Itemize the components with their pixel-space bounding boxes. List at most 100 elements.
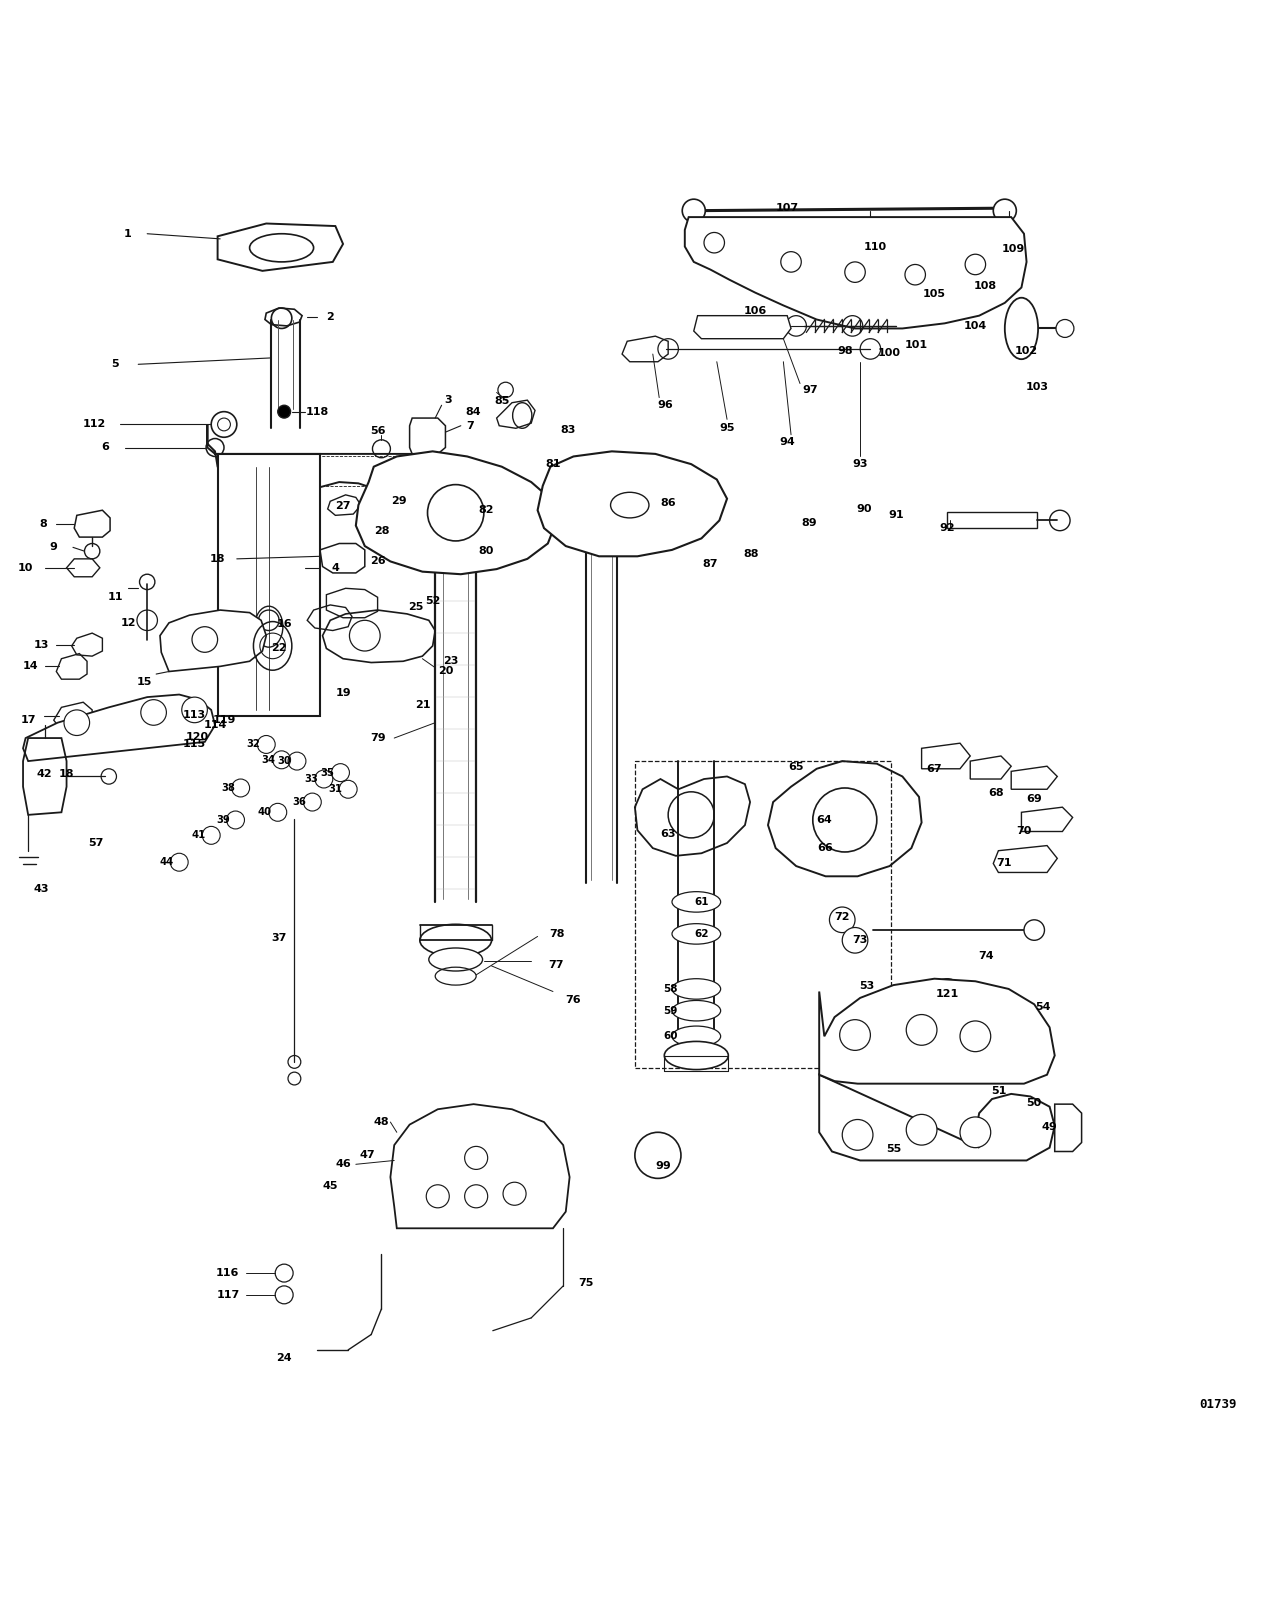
Text: 85: 85: [494, 397, 509, 406]
Circle shape: [1024, 919, 1044, 940]
Text: 17: 17: [20, 715, 36, 724]
Text: 48: 48: [374, 1118, 389, 1127]
Circle shape: [829, 907, 855, 932]
Text: 12: 12: [120, 617, 136, 628]
Text: 71: 71: [996, 859, 1011, 868]
Text: 37: 37: [271, 932, 287, 943]
Text: 20: 20: [438, 667, 453, 676]
Text: 65: 65: [788, 763, 804, 772]
Text: 18: 18: [210, 553, 225, 564]
Text: 7: 7: [466, 421, 474, 430]
Text: 9: 9: [50, 542, 58, 552]
Polygon shape: [694, 315, 791, 339]
Circle shape: [682, 200, 705, 222]
Text: 90: 90: [856, 504, 872, 513]
Text: 6: 6: [101, 443, 109, 453]
Text: 23: 23: [443, 656, 458, 667]
Circle shape: [426, 1185, 449, 1207]
Text: 83: 83: [561, 425, 576, 435]
Text: 26: 26: [370, 556, 385, 566]
Circle shape: [503, 1182, 526, 1206]
Polygon shape: [160, 611, 266, 672]
Text: 44: 44: [159, 857, 174, 867]
Text: 114: 114: [204, 720, 227, 731]
Text: 35: 35: [321, 768, 334, 777]
Text: 79: 79: [370, 732, 385, 744]
Text: 86: 86: [660, 497, 676, 507]
Text: 50: 50: [1027, 1099, 1042, 1108]
Circle shape: [141, 700, 166, 726]
Text: 112: 112: [83, 419, 106, 430]
Circle shape: [960, 1118, 991, 1148]
Text: 3: 3: [444, 395, 452, 405]
Text: 46: 46: [335, 1159, 351, 1169]
Polygon shape: [323, 611, 435, 662]
Circle shape: [932, 979, 963, 1009]
Text: 88: 88: [744, 548, 759, 558]
Text: 106: 106: [744, 305, 767, 315]
Text: 109: 109: [1002, 245, 1025, 254]
Ellipse shape: [672, 924, 721, 943]
Circle shape: [840, 1020, 870, 1051]
Ellipse shape: [664, 1041, 728, 1070]
Polygon shape: [1021, 807, 1073, 831]
Circle shape: [781, 251, 801, 272]
Ellipse shape: [420, 924, 492, 956]
Polygon shape: [218, 454, 320, 716]
Text: 33: 33: [305, 774, 317, 784]
Text: 116: 116: [216, 1268, 239, 1278]
Text: 29: 29: [392, 496, 407, 507]
Text: 59: 59: [663, 1006, 678, 1015]
Text: 61: 61: [694, 897, 709, 907]
Text: 28: 28: [374, 526, 389, 536]
Polygon shape: [356, 451, 557, 574]
Text: 117: 117: [216, 1290, 239, 1300]
Circle shape: [842, 1119, 873, 1150]
Circle shape: [635, 1132, 681, 1178]
Text: 107: 107: [776, 203, 799, 213]
Text: 98: 98: [837, 347, 852, 357]
Text: 74: 74: [978, 951, 993, 961]
Ellipse shape: [250, 233, 314, 262]
Text: 42: 42: [37, 769, 52, 779]
Text: 55: 55: [886, 1143, 901, 1154]
Circle shape: [906, 1014, 937, 1046]
Text: 99: 99: [655, 1161, 671, 1170]
Text: 87: 87: [703, 560, 718, 569]
Text: 36: 36: [293, 796, 306, 807]
Text: 67: 67: [927, 764, 942, 774]
Ellipse shape: [672, 979, 721, 999]
Text: 92: 92: [940, 523, 955, 532]
Text: 51: 51: [991, 1086, 1006, 1097]
Text: 62: 62: [694, 929, 709, 939]
Polygon shape: [819, 1075, 1055, 1161]
Circle shape: [465, 1146, 488, 1169]
Bar: [635, 761, 891, 1068]
Text: 11: 11: [108, 592, 123, 603]
Circle shape: [813, 788, 877, 852]
Circle shape: [192, 627, 218, 652]
Text: 84: 84: [466, 406, 481, 417]
Circle shape: [906, 1115, 937, 1145]
Text: 49: 49: [1042, 1122, 1057, 1132]
Text: 45: 45: [323, 1182, 338, 1191]
Text: 110: 110: [864, 241, 887, 251]
Text: 39: 39: [216, 815, 229, 825]
Polygon shape: [1055, 1105, 1082, 1151]
Text: 43: 43: [33, 884, 49, 894]
Text: 13: 13: [33, 640, 49, 649]
Text: 21: 21: [415, 700, 430, 710]
Text: 25: 25: [408, 603, 424, 612]
Polygon shape: [685, 217, 1027, 328]
Text: 96: 96: [658, 400, 673, 411]
Circle shape: [668, 792, 714, 838]
Text: 40: 40: [259, 807, 271, 817]
Text: 16: 16: [276, 619, 292, 628]
Text: 22: 22: [271, 643, 287, 654]
Text: 52: 52: [425, 596, 440, 606]
Circle shape: [704, 232, 724, 253]
Ellipse shape: [672, 892, 721, 911]
Text: 4: 4: [332, 563, 339, 572]
Text: 58: 58: [663, 983, 678, 995]
Text: 95: 95: [719, 424, 735, 433]
